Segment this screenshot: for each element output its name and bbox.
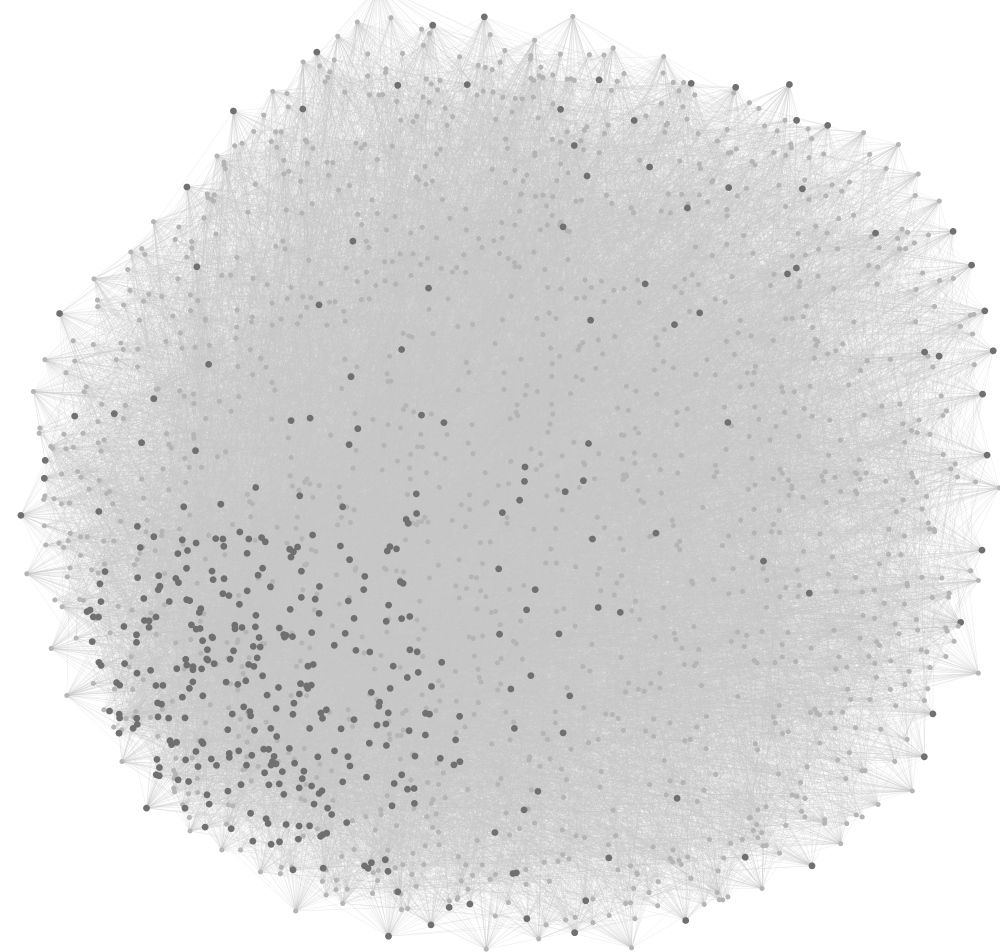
network-graph <box>0 0 1000 952</box>
graph-edges <box>21 0 1000 949</box>
